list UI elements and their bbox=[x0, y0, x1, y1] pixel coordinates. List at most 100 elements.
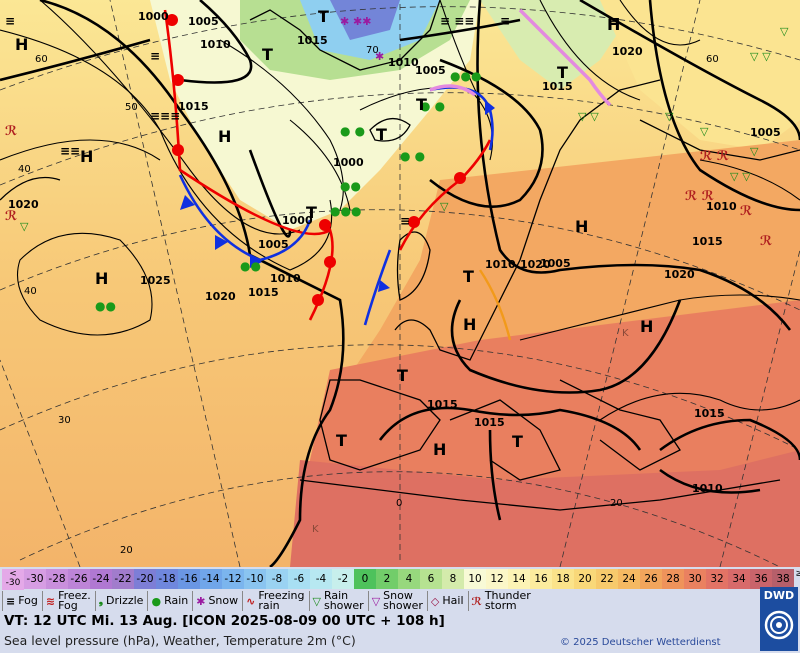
dwd-logo-text: DWD bbox=[763, 589, 795, 602]
isobar-label: 1005 bbox=[750, 126, 781, 139]
scale-swatch: 10 bbox=[464, 569, 486, 589]
cold-front-west bbox=[178, 174, 312, 268]
scale-swatch: 18 bbox=[552, 569, 574, 589]
rain-icon: ● bbox=[151, 594, 162, 608]
scale-swatch: -22 bbox=[112, 569, 134, 589]
scale-swatch: 26 bbox=[640, 569, 662, 589]
svg-text:● ●: ● ● bbox=[420, 99, 445, 113]
scale-swatch: 6 bbox=[420, 569, 442, 589]
legend-label: Fog bbox=[18, 594, 38, 607]
scale-swatch: -20 bbox=[134, 569, 156, 589]
isobar-label: 1015 bbox=[692, 235, 723, 248]
low-center: T bbox=[306, 203, 317, 222]
high-center: H bbox=[15, 35, 28, 54]
svg-text:✱: ✱ bbox=[375, 50, 384, 63]
scale-swatch: -4 bbox=[310, 569, 332, 589]
coastlines bbox=[0, 0, 800, 511]
isobar-label: 1015 bbox=[248, 286, 279, 299]
high-center: H bbox=[463, 315, 476, 334]
isobar-label: 1010 bbox=[692, 482, 723, 495]
svg-text:▽ ▽: ▽ ▽ bbox=[730, 170, 751, 183]
drizzle-icon: ❟ bbox=[98, 594, 104, 607]
svg-text:≡: ≡ bbox=[5, 14, 15, 28]
occlusion-norway bbox=[429, 8, 612, 107]
scale-swatch: -26 bbox=[68, 569, 90, 589]
svg-text:ℛ: ℛ bbox=[740, 204, 752, 219]
isobar-label: 1000 bbox=[138, 10, 169, 23]
svg-text:ℛ ℛ: ℛ ℛ bbox=[700, 149, 729, 164]
lon-label: 0 bbox=[396, 498, 402, 509]
legend-label: Hail bbox=[442, 594, 464, 607]
scale-swatch: 12 bbox=[486, 569, 508, 589]
svg-text:▽: ▽ bbox=[700, 125, 709, 138]
legend-label: Freez. Fog bbox=[58, 589, 91, 612]
svg-text:≡: ≡ bbox=[150, 49, 160, 63]
svg-text:▽: ▽ bbox=[665, 110, 674, 123]
svg-text:●●: ●● bbox=[340, 179, 361, 193]
isobar-label: 1015 bbox=[427, 398, 458, 411]
svg-text:≡: ≡ bbox=[610, 14, 620, 28]
lon-label: 20 bbox=[610, 498, 623, 509]
isobar-label: 1005 bbox=[188, 15, 219, 28]
isobar-label: 1025 bbox=[140, 274, 171, 287]
svg-text:ℛ: ℛ bbox=[760, 234, 772, 249]
scale-swatch: 4 bbox=[398, 569, 420, 589]
legend-panel: < -30 -30 -28 -26 -24 -22 -20 -18 -16 -14 -12 -10 -8… bbox=[0, 567, 800, 653]
scale-swatch: < -30 bbox=[2, 569, 24, 590]
scale-swatch: 8 bbox=[442, 569, 464, 589]
scale-swatch: -30 bbox=[24, 569, 46, 589]
thunderstorm-icon: ℛ bbox=[471, 594, 482, 608]
svg-text:≡≡: ≡≡ bbox=[60, 144, 80, 158]
hail-icon: ◇ bbox=[430, 594, 440, 608]
isobar-label: 1020 bbox=[664, 268, 695, 281]
isobar-label: 1010 bbox=[485, 258, 516, 271]
svg-text:●●●: ●●● bbox=[330, 204, 361, 218]
scale-swatch: -14 bbox=[200, 569, 222, 589]
low-center: T bbox=[376, 125, 387, 144]
snow-shower-icon: ▽ bbox=[371, 594, 381, 608]
scale-swatch: -10 bbox=[244, 569, 266, 589]
freezing-fog-icon: ≋ bbox=[45, 594, 56, 608]
svg-text:●●: ●● bbox=[95, 299, 116, 313]
svg-text:≡: ≡ bbox=[500, 14, 510, 28]
low-center: T bbox=[336, 431, 347, 450]
lat-label: 20 bbox=[120, 545, 133, 556]
dwd-swirl-icon bbox=[764, 610, 794, 640]
isobar-label: 1020 bbox=[612, 45, 643, 58]
isobar-label: 1020 bbox=[8, 198, 39, 211]
legend-item-drizzle: ❟ Drizzle bbox=[94, 591, 148, 611]
dwd-logo: DWD bbox=[760, 587, 798, 651]
lon-label: 70 bbox=[366, 45, 379, 56]
weather-map: ● ●●●●●● ●●●● ●●● ●●● ● ▽ ▽▽▽ ▽ ▽▽▽ ▽ ▽▽… bbox=[0, 0, 800, 567]
k-mark: K bbox=[312, 524, 319, 535]
scale-swatch: 24 bbox=[618, 569, 640, 589]
scale-swatch: 0 bbox=[354, 569, 376, 589]
low-center: T bbox=[397, 366, 408, 385]
rain-shower-icon: ▽ bbox=[312, 594, 321, 608]
scale-swatch: 14 bbox=[508, 569, 530, 589]
lat-label: 60 bbox=[35, 54, 48, 65]
scale-swatch: 20 bbox=[574, 569, 596, 589]
map-subtitle: Sea level pressure (hPa), Weather, Tempe… bbox=[4, 633, 356, 648]
scale-swatch: 36 bbox=[750, 569, 772, 589]
svg-text:▽: ▽ bbox=[20, 220, 29, 233]
lat-label: 40 bbox=[18, 164, 31, 175]
fog-icon: ≡ bbox=[6, 594, 16, 608]
scale-swatch: 38 bbox=[772, 569, 794, 589]
legend-label: Rain bbox=[164, 594, 189, 607]
svg-text:▽ ▽: ▽ ▽ bbox=[750, 50, 771, 63]
isobar-label: 1005 bbox=[258, 238, 289, 251]
svg-text:ℛ ℛ: ℛ ℛ bbox=[685, 189, 714, 204]
scale-swatch: 22 bbox=[596, 569, 618, 589]
scale-swatch: -12 bbox=[222, 569, 244, 589]
weather-legend: ≡ Fog ≋ Freez. Fog ❟ Drizzle ● Rain ✱ Snow ∿ Freezi… bbox=[2, 589, 535, 612]
svg-text:▽: ▽ bbox=[440, 200, 449, 213]
legend-label: Thunder storm bbox=[484, 589, 531, 612]
freezing-rain-icon: ∿ bbox=[246, 594, 256, 608]
svg-text:≡≡≡: ≡≡≡ bbox=[150, 109, 180, 123]
warm-front-north-sea bbox=[398, 139, 492, 251]
high-center: H bbox=[640, 317, 653, 336]
legend-item-hail: ◇ Hail bbox=[426, 591, 468, 611]
snow-icon: ✱ bbox=[196, 594, 206, 608]
